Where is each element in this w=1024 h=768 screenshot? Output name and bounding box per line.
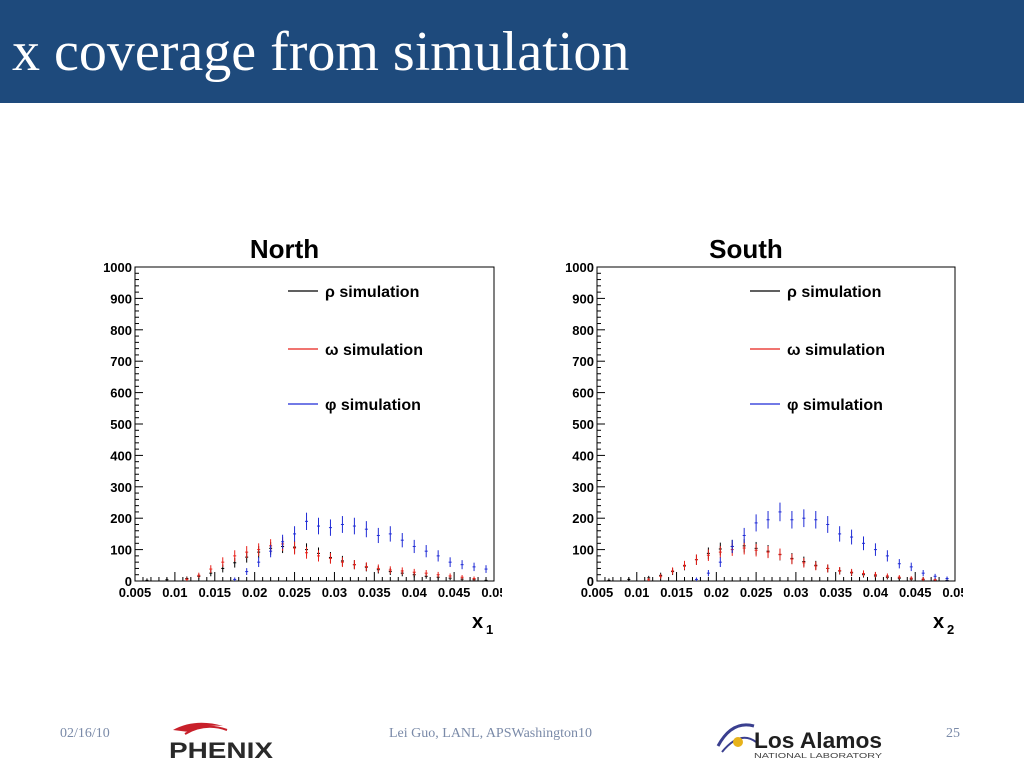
y-tick-label: 200	[572, 511, 594, 526]
y-tick-label: 700	[572, 354, 594, 369]
legend-label: ρ simulation	[325, 284, 419, 301]
y-tick-label: 800	[110, 323, 132, 338]
slide-title: x coverage from simulation	[12, 21, 630, 83]
chart-title: North	[250, 234, 319, 264]
x-tick-label: 0.03	[322, 585, 347, 600]
chart-south: South 0 100 200 300 400 500 600 700 800 900 1000 0.0…	[565, 234, 1003, 637]
chart-north: North 0 100 200 300 400 500 600 700 800 900 1000 0.0…	[103, 234, 542, 637]
x-tick-label: 0.015	[660, 585, 693, 600]
legend-label: φ simulation	[787, 397, 883, 414]
x-tick-label: 0.04	[402, 585, 428, 600]
x-axis-label-subscript: 1	[486, 622, 493, 637]
y-tick-label: 900	[572, 291, 594, 306]
y-tick-label: 600	[110, 386, 132, 401]
y-tick-label: 100	[110, 543, 132, 558]
plot-frame	[596, 266, 956, 582]
y-tick-label: 800	[572, 323, 594, 338]
y-tick-label: 500	[110, 417, 132, 432]
footer-date: 02/16/10	[60, 726, 110, 741]
legend-label: ω simulation	[787, 342, 885, 359]
title-bar	[0, 0, 1024, 103]
phenix-bird-icon	[173, 722, 228, 735]
y-tick-label: 300	[572, 480, 594, 495]
series-2	[233, 512, 488, 581]
x-tick-label: 0.005	[119, 585, 152, 600]
los-alamos-logo-text: Los Alamos	[754, 728, 882, 753]
legend-label: ω simulation	[325, 342, 423, 359]
label-clip	[963, 583, 1003, 603]
los-alamos-logo: Los Alamos NATIONAL LABORATORY	[716, 723, 883, 760]
y-tick-label: 600	[572, 386, 594, 401]
y-tick-label: 400	[110, 448, 132, 463]
x-axis-label-subscript: 2	[947, 622, 954, 637]
footer-author: Lei Guo, LANL, APSWashington10	[389, 726, 593, 741]
series-1	[185, 537, 476, 581]
y-tick-label: 200	[110, 511, 132, 526]
y-tick-label: 400	[572, 448, 594, 463]
y-tick-label: 700	[110, 354, 132, 369]
y-tick-label: 300	[110, 480, 132, 495]
x-tick-label: 0.01	[624, 585, 649, 600]
x-tick-label: 0.045	[438, 585, 471, 600]
legend-label: φ simulation	[325, 397, 421, 414]
x-tick-label: 0.04	[863, 585, 889, 600]
x-tick-label: 0.05	[942, 585, 967, 600]
chart-title: South	[709, 234, 783, 264]
y-tick-label: 500	[572, 417, 594, 432]
los-alamos-logo-subtext: NATIONAL LABORATORY	[754, 753, 883, 760]
legend-label: ρ simulation	[787, 284, 881, 301]
x-axis-label: x	[933, 611, 944, 633]
x-axis-label: x	[472, 611, 483, 633]
x-tick-label: 0.015	[199, 585, 232, 600]
y-tick-label: 1000	[565, 260, 594, 275]
series-0	[607, 539, 949, 581]
label-clip	[502, 583, 542, 603]
x-tick-label: 0.025	[278, 585, 311, 600]
y-tick-label: 0	[587, 574, 594, 589]
x-tick-label: 0.035	[358, 585, 391, 600]
footer-page-number: 25	[946, 726, 960, 741]
x-tick-label: 0.05	[481, 585, 506, 600]
x-tick-label: 0.01	[162, 585, 187, 600]
series-2	[694, 502, 949, 581]
x-tick-label: 0.005	[581, 585, 614, 600]
x-tick-label: 0.03	[783, 585, 808, 600]
y-tick-label: 900	[110, 291, 132, 306]
x-tick-label: 0.045	[899, 585, 932, 600]
x-tick-label: 0.035	[819, 585, 852, 600]
phenix-logo-text: PHENIX	[169, 738, 273, 763]
y-tick-label: 100	[572, 543, 594, 558]
series-1	[647, 541, 937, 581]
x-tick-label: 0.025	[740, 585, 773, 600]
series-0	[145, 539, 488, 581]
phenix-logo: PHENIX	[169, 722, 273, 763]
y-tick-label: 1000	[103, 260, 132, 275]
los-alamos-emblem-icon	[716, 723, 757, 753]
plot-frame	[134, 266, 495, 582]
x-tick-label: 0.02	[704, 585, 729, 600]
y-tick-label: 0	[125, 574, 132, 589]
x-tick-label: 0.02	[242, 585, 267, 600]
